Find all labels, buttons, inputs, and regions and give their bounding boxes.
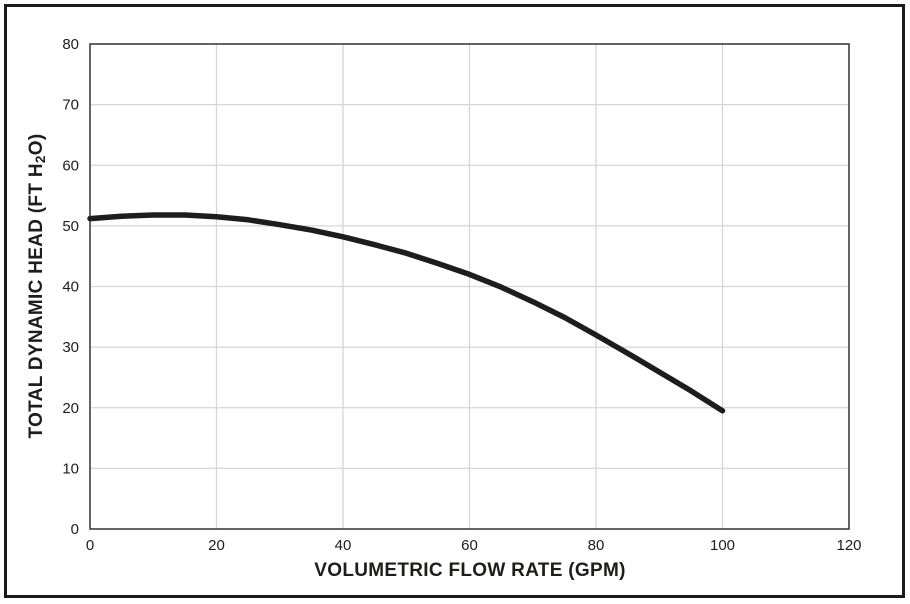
y-tick-label: 30 xyxy=(62,339,79,356)
x-tick-label: 60 xyxy=(461,537,478,554)
y-tick-label: 80 xyxy=(62,36,79,53)
x-tick-label: 80 xyxy=(588,537,605,554)
y-axis-title-post: O) xyxy=(26,133,47,156)
x-tick-label: 0 xyxy=(86,537,94,554)
x-tick-label: 100 xyxy=(710,537,735,554)
x-axis-title: VOLUMETRIC FLOW RATE (GPM) xyxy=(314,560,626,581)
y-axis-title-pre: TOTAL DYNAMIC HEAD (FT H xyxy=(26,163,47,439)
x-tick-label: 40 xyxy=(335,537,352,554)
y-tick-label: 10 xyxy=(62,460,79,477)
y-tick-label: 20 xyxy=(62,400,79,417)
y-tick-label: 0 xyxy=(71,521,79,538)
x-tick-label: 120 xyxy=(836,537,861,554)
plot-border xyxy=(89,43,850,530)
y-tick-label: 70 xyxy=(62,97,79,114)
x-tick-label: 20 xyxy=(208,537,225,554)
y-axis-title-subscript: 2 xyxy=(33,155,48,164)
pump-curve xyxy=(87,212,726,414)
y-tick-label: 60 xyxy=(62,157,79,174)
y-tick-label: 40 xyxy=(62,279,79,296)
y-tick-label: 50 xyxy=(62,218,79,235)
y-axis-title: TOTAL DYNAMIC HEAD (FT H2O) xyxy=(26,134,48,439)
